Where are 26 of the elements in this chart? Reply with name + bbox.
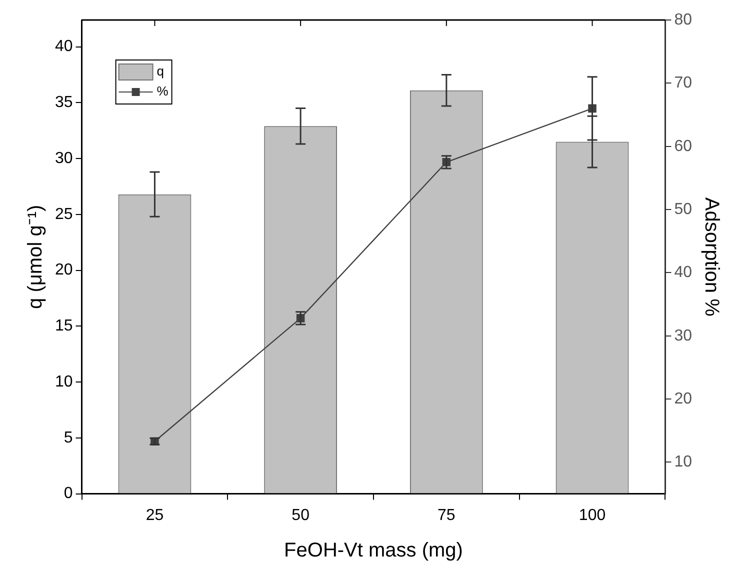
- y-tick-label: 20: [55, 262, 73, 279]
- x-tick-label: 75: [438, 506, 456, 524]
- y2-tick-label: 70: [674, 74, 692, 92]
- y-tick-label: 30: [55, 150, 73, 167]
- x-tick-label: 100: [578, 506, 606, 524]
- y2-tick-label: 40: [674, 264, 692, 282]
- y2-tick-label: 30: [674, 327, 692, 344]
- y-tick-label: 25: [55, 206, 73, 223]
- legend-label: %: [156, 84, 169, 99]
- y-tick-label: 40: [55, 38, 73, 56]
- y-axis-title: q (μmol g⁻¹): [24, 204, 47, 309]
- x-axis-title: FeOH-Vt mass (mg): [284, 540, 463, 562]
- x-tick-label: 25: [146, 506, 164, 524]
- y-tick-label: 35: [55, 94, 73, 112]
- y2-tick-label: 50: [674, 200, 692, 218]
- y2-tick-label: 10: [674, 454, 692, 471]
- y2-tick-label: 80: [674, 11, 692, 28]
- y-tick-label: 5: [64, 429, 73, 446]
- y2-axis-title: Adsorption %: [700, 197, 722, 317]
- y2-tick-label: 20: [674, 390, 692, 408]
- y2-tick-label: 60: [674, 138, 692, 155]
- x-tick-label: 50: [292, 506, 310, 524]
- legend-label: q: [156, 64, 164, 79]
- y-tick-label: 15: [55, 318, 73, 335]
- y-tick-label: 0: [64, 485, 73, 502]
- y-tick-label: 10: [55, 373, 73, 390]
